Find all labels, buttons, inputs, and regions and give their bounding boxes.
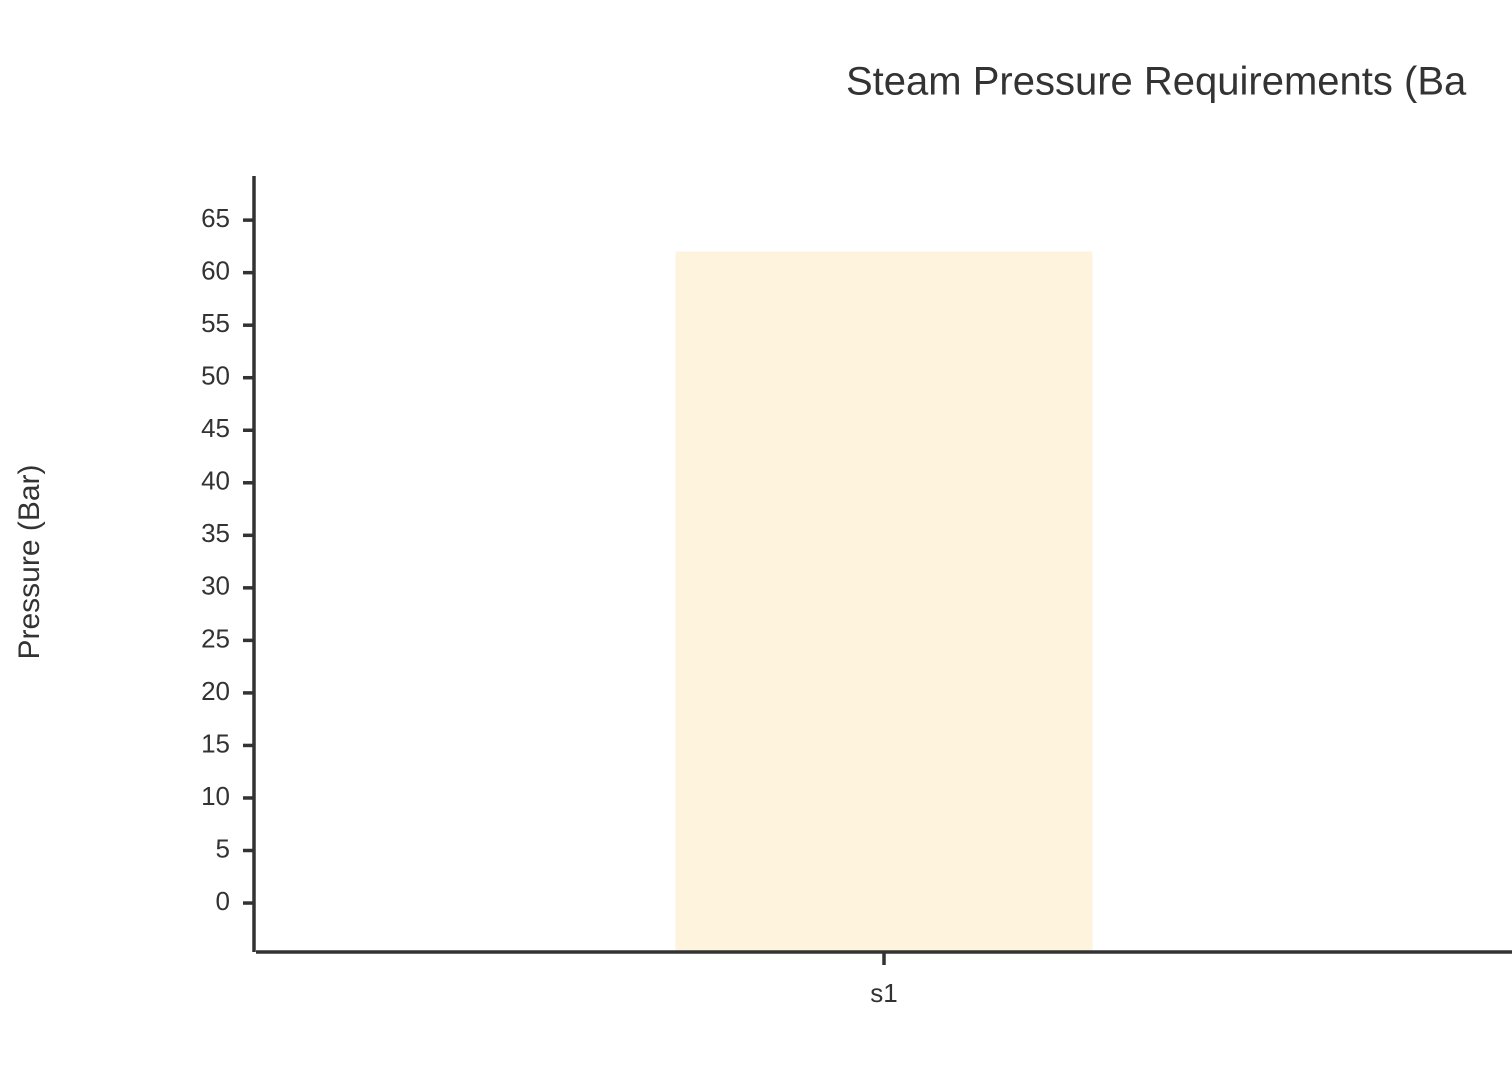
y-tick-label: 55 xyxy=(201,308,230,338)
y-tick-label: 65 xyxy=(201,203,230,233)
x-tick-label: s1 xyxy=(870,978,897,1008)
y-tick-label: 5 xyxy=(216,833,230,863)
y-axis-label: Pressure (Bar) xyxy=(13,464,46,659)
y-tick-label: 0 xyxy=(216,886,230,916)
y-tick-label: 50 xyxy=(201,361,230,391)
bar xyxy=(675,251,1093,952)
y-tick-label: 35 xyxy=(201,518,230,548)
y-tick-label: 20 xyxy=(201,676,230,706)
y-tick-label: 45 xyxy=(201,413,230,443)
y-tick-label: 10 xyxy=(201,781,230,811)
chart-title: Steam Pressure Requirements (Ba xyxy=(846,60,1467,104)
y-tick-label: 30 xyxy=(201,571,230,601)
y-tick-label: 25 xyxy=(201,623,230,653)
y-tick-label: 60 xyxy=(201,256,230,286)
y-tick-label: 15 xyxy=(201,728,230,758)
y-tick-label: 40 xyxy=(201,466,230,496)
